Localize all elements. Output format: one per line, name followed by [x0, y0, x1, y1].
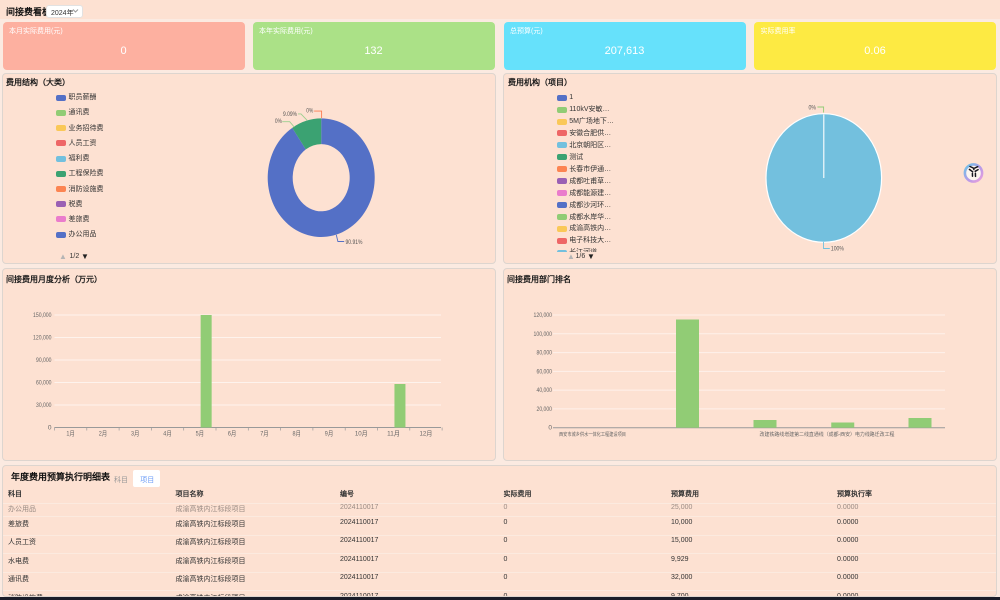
svg-text:4月: 4月: [163, 430, 172, 438]
svg-text:5月: 5月: [196, 430, 205, 438]
svg-text:西安市城乡供水一体化工程建设项目: 西安市城乡供水一体化工程建设项目: [559, 431, 626, 438]
svg-text:60,000: 60,000: [36, 380, 52, 387]
svg-text:90,000: 90,000: [36, 357, 52, 364]
svg-text:0%: 0%: [275, 118, 282, 125]
svg-text:20,000: 20,000: [537, 406, 553, 413]
svg-text:10月: 10月: [355, 430, 368, 438]
svg-text:0%: 0%: [306, 108, 313, 115]
svg-text:改建铁路线增建第二线直通线（成都-西安）电力线路迁改工程: 改建铁路线增建第二线直通线（成都-西安）电力线路迁改工程: [760, 431, 895, 438]
svg-text:7月: 7月: [260, 430, 269, 438]
svg-text:3月: 3月: [131, 430, 140, 438]
svg-text:120,000: 120,000: [33, 335, 52, 342]
svg-text:100%: 100%: [831, 245, 844, 252]
svg-text:6月: 6月: [228, 430, 237, 438]
svg-text:9月: 9月: [325, 430, 334, 438]
svg-text:0%: 0%: [809, 104, 817, 111]
svg-text:0: 0: [48, 425, 52, 432]
svg-text:90.91%: 90.91%: [346, 239, 363, 246]
svg-text:80,000: 80,000: [537, 350, 553, 357]
svg-text:12月: 12月: [419, 430, 432, 438]
svg-text:8月: 8月: [293, 430, 302, 438]
svg-text:40,000: 40,000: [537, 387, 553, 394]
svg-text:1月: 1月: [66, 430, 75, 438]
svg-text:150,000: 150,000: [33, 312, 52, 319]
svg-text:0: 0: [548, 425, 552, 432]
svg-text:9.09%: 9.09%: [283, 111, 297, 118]
svg-text:100,000: 100,000: [534, 331, 553, 338]
svg-text:60,000: 60,000: [537, 368, 553, 375]
svg-text:120,000: 120,000: [534, 312, 553, 319]
svg-text:2月: 2月: [99, 430, 108, 438]
svg-text:11月: 11月: [387, 430, 400, 438]
svg-text:30,000: 30,000: [36, 402, 52, 409]
